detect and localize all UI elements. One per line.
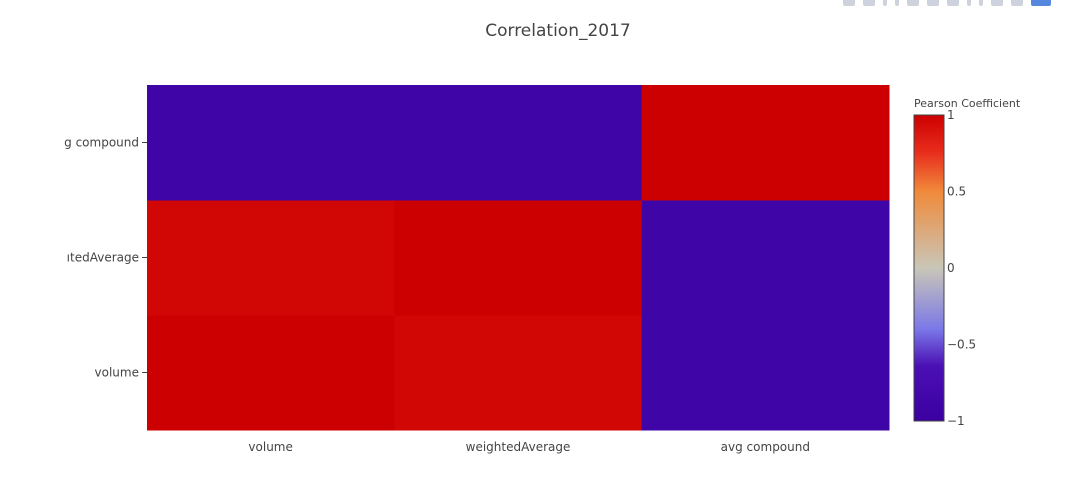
colorbar: Pearson Coefficient 1 0.5 0 −0.5 −1 bbox=[913, 97, 1021, 428]
colorbar-gradient bbox=[913, 114, 945, 422]
y-axis-ticks: volume ıtedAverage g compound bbox=[64, 136, 147, 380]
x-tick-label: volume bbox=[248, 440, 292, 454]
colorbar-tick-label: 1 bbox=[947, 108, 955, 122]
heatmap-cell[interactable] bbox=[641, 315, 890, 431]
y-tick-label: g compound bbox=[64, 136, 139, 150]
zoom-icon[interactable] bbox=[883, 0, 887, 6]
x-axis-ticks: volume weightedAverage avg compound bbox=[248, 440, 810, 454]
colorbar-tick-label: −0.5 bbox=[947, 338, 976, 352]
zoom-in-icon[interactable] bbox=[907, 0, 919, 6]
x-tick-label: weightedAverage bbox=[466, 440, 571, 454]
colorbar-tick-label: −1 bbox=[947, 414, 965, 428]
heatmap-cell[interactable] bbox=[147, 85, 395, 201]
heatmap-cell[interactable] bbox=[641, 200, 890, 316]
autoscale-icon[interactable] bbox=[947, 0, 959, 6]
pan-icon[interactable] bbox=[895, 0, 899, 6]
save-icon[interactable] bbox=[863, 0, 875, 6]
colorbar-tick-label: 0 bbox=[947, 261, 955, 275]
heatmap-cell[interactable] bbox=[394, 200, 643, 316]
x-tick-label: avg compound bbox=[721, 440, 810, 454]
heatmap-cell[interactable] bbox=[394, 315, 643, 431]
plotly-logo-icon[interactable] bbox=[1031, 0, 1051, 6]
colorbar-ticks: 1 0.5 0 −0.5 −1 bbox=[947, 108, 976, 428]
colorbar-title: Pearson Coefficient bbox=[914, 97, 1021, 110]
heatmap-cell[interactable] bbox=[641, 85, 890, 201]
modebar bbox=[843, 0, 1051, 6]
y-tick-label: volume bbox=[95, 366, 139, 380]
camera-icon[interactable] bbox=[843, 0, 855, 6]
reset-axes-icon[interactable] bbox=[967, 0, 971, 6]
heatmap-cell[interactable] bbox=[147, 315, 395, 431]
heatmap-cell[interactable] bbox=[394, 85, 643, 201]
chart-title: Correlation_2017 bbox=[485, 21, 631, 41]
spike-icon[interactable] bbox=[979, 0, 983, 6]
colorbar-tick-label: 0.5 bbox=[947, 185, 966, 199]
y-tick-label: ıtedAverage bbox=[67, 251, 139, 265]
zoom-out-icon[interactable] bbox=[927, 0, 939, 6]
heatmap-cell[interactable] bbox=[147, 200, 395, 316]
heatmap-cells[interactable] bbox=[147, 85, 890, 431]
hover-closest-icon[interactable] bbox=[991, 0, 1003, 6]
hover-compare-icon[interactable] bbox=[1011, 0, 1023, 6]
